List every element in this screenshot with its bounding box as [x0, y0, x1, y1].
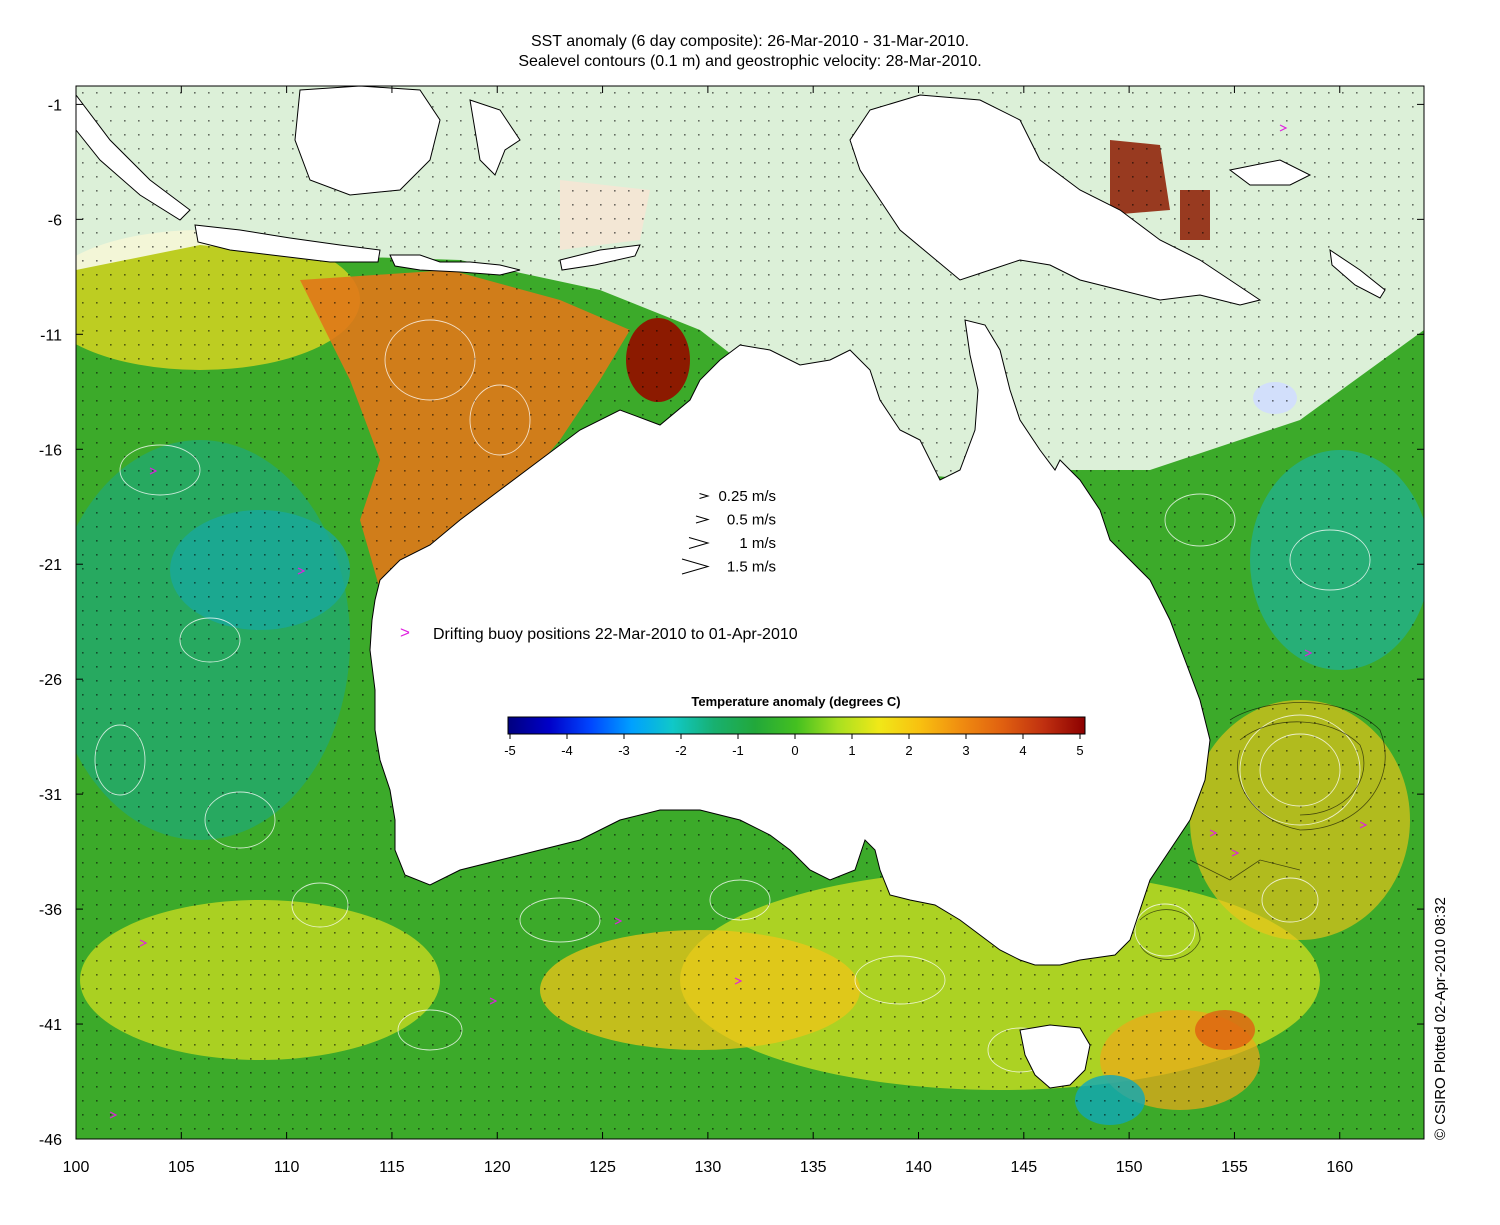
java — [194, 224, 381, 263]
buoy-marker — [489, 997, 498, 1005]
colorbar-tick-label: 1 — [848, 743, 855, 758]
velocity-legend-label: 0.5 m/s — [727, 512, 776, 529]
y-tick-label: -11 — [40, 327, 62, 344]
colorbar-ticks: -5 -4 -3 -2 -1 0 1 2 3 4 5 — [504, 734, 1084, 758]
colorbar-tick-label: 2 — [905, 743, 912, 758]
colorbar-tick-label: -1 — [732, 743, 744, 758]
y-tick-label: -6 — [48, 212, 62, 229]
y-tick-label: -16 — [39, 442, 62, 459]
solomon-islands — [1329, 248, 1386, 299]
y-tick-label: -31 — [39, 787, 62, 804]
sulawesi — [469, 99, 521, 176]
buoy-marker — [734, 977, 743, 985]
colorbar-tick-label: -3 — [618, 743, 630, 758]
velocity-legend-arrow — [699, 493, 710, 499]
x-tick-label: 160 — [1326, 1159, 1353, 1176]
x-tick-label: 140 — [905, 1159, 932, 1176]
map-title-line-2: Sealevel contours (0.1 m) and geostrophi… — [518, 53, 982, 70]
velocity-legend: 0.25 m/s 0.5 m/s 1 m/s 1.5 m/s — [681, 488, 776, 576]
buoy-marker — [1209, 829, 1218, 837]
tasmania — [1019, 1024, 1091, 1089]
buoy-legend-symbol: > — [400, 623, 410, 642]
velocity-legend-arrow — [688, 537, 710, 549]
buoy-legend: > Drifting buoy positions 22-Mar-2010 to… — [400, 623, 798, 643]
x-tick-label: 115 — [379, 1159, 405, 1176]
colorbar-tick-label: 5 — [1076, 743, 1083, 758]
velocity-legend-label: 0.25 m/s — [718, 488, 776, 505]
colorbar: Temperature anomaly (degrees C) -5 -4 -3 -2… — [504, 694, 1086, 758]
buoy-marker — [1304, 649, 1313, 657]
x-tick-label: 145 — [1010, 1159, 1037, 1176]
borneo — [294, 85, 441, 196]
y-tick-label: -21 — [39, 557, 62, 574]
colorbar-tick-label: -5 — [504, 743, 516, 758]
buoy-marker — [614, 917, 623, 925]
y-tick-label: -41 — [39, 1017, 62, 1034]
credit-text: © CSIRO Plotted 02-Apr-2010 08:32 — [1432, 897, 1449, 1140]
sumatra — [75, 93, 191, 221]
x-tick-label: 100 — [63, 1159, 90, 1176]
x-tick-label: 130 — [695, 1159, 722, 1176]
buoy-legend-label: Drifting buoy positions 22-Mar-2010 to 0… — [433, 626, 798, 643]
x-axis: 100 105 110 115 120 125 130 135 140 145 150 155 160 — [63, 86, 1353, 1176]
buoy-marker — [109, 1111, 118, 1119]
y-axis: -1-6-11-16-21-26-31-36-41-46 — [39, 97, 1424, 1149]
colorbar-tick-label: 0 — [791, 743, 798, 758]
colorbar-tick-label: 3 — [962, 743, 969, 758]
buoy-marker — [1231, 849, 1240, 857]
colorbar-title: Temperature anomaly (degrees C) — [691, 694, 900, 709]
colorbar-tick-label: 4 — [1019, 743, 1026, 758]
velocity-legend-arrow — [695, 515, 710, 524]
velocity-legend-label: 1.5 m/s — [727, 559, 776, 576]
timor — [559, 244, 641, 271]
map-title-line-1: SST anomaly (6 day composite): 26-Mar-20… — [530, 33, 970, 50]
velocity-legend-label: 1 m/s — [739, 535, 776, 552]
colorbar-tick-label: -2 — [675, 743, 687, 758]
buoy-marker — [297, 567, 306, 575]
y-tick-label: -36 — [39, 902, 62, 919]
new-guinea — [849, 94, 1262, 306]
buoy-marker — [1279, 124, 1288, 132]
y-tick-label: -1 — [48, 97, 62, 114]
x-tick-label: 105 — [168, 1159, 195, 1176]
buoy-marker — [149, 467, 158, 475]
y-tick-label: -26 — [39, 672, 62, 689]
velocity-legend-arrow — [681, 558, 710, 575]
sea-level-contours — [94, 319, 1371, 1073]
x-tick-label: 125 — [589, 1159, 616, 1176]
bali-lombok-islands — [389, 254, 521, 276]
x-tick-label: 110 — [274, 1159, 300, 1176]
colorbar-tick-label: -4 — [561, 743, 573, 758]
buoy-marker — [1359, 821, 1368, 829]
new-britain — [1228, 159, 1312, 186]
buoy-marker — [139, 939, 148, 947]
australia-mainland — [369, 319, 1211, 966]
y-tick-label: -46 — [39, 1132, 62, 1149]
drifting-buoys — [109, 124, 1368, 1119]
plot-frame — [75, 85, 1425, 1140]
land — [75, 85, 1386, 1089]
x-tick-label: 155 — [1221, 1159, 1248, 1176]
x-tick-label: 120 — [484, 1159, 511, 1176]
colorbar-gradient-bar — [507, 716, 1086, 735]
east-australian-current-vectors — [1139, 702, 1386, 960]
x-tick-label: 150 — [1116, 1159, 1143, 1176]
x-tick-label: 135 — [800, 1159, 827, 1176]
